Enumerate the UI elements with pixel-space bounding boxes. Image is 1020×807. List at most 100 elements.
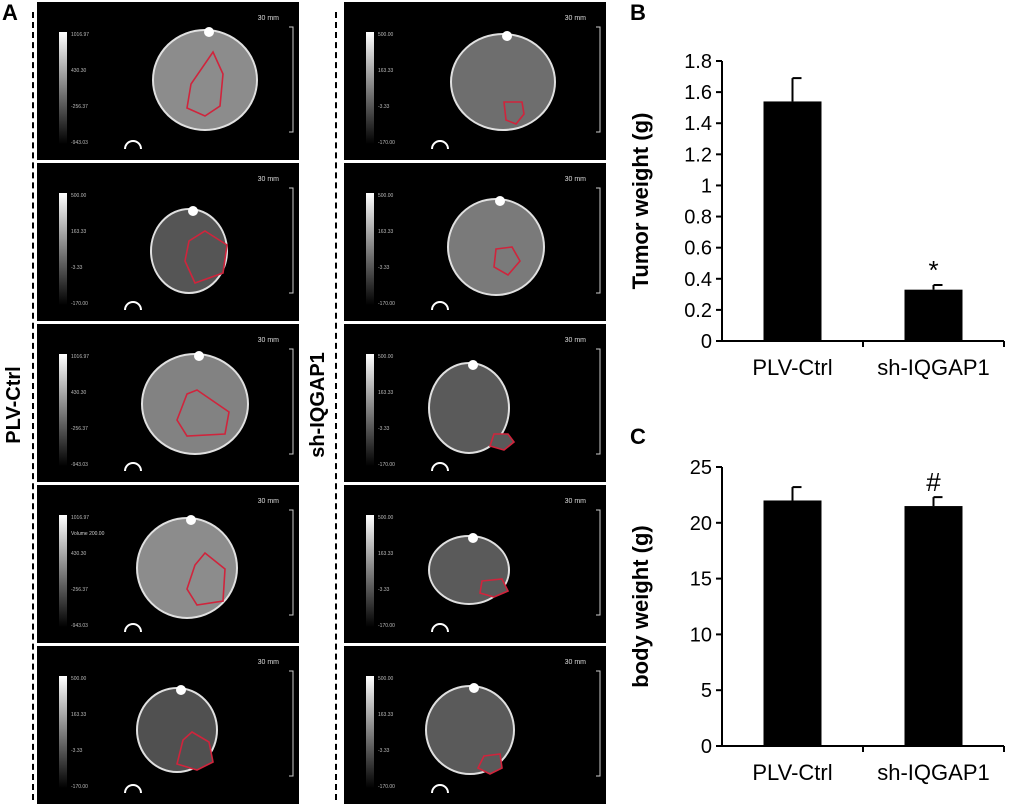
ct-scan-image: 1016.97 430.30 -256.37 -943.03 30 mm <box>37 324 299 482</box>
colorbar <box>59 193 67 305</box>
colorbar-tick-label: -3.33 <box>378 426 390 432</box>
spine <box>468 533 478 543</box>
tumor-outline <box>184 230 228 285</box>
scale-bar-label: 30 mm <box>258 498 280 505</box>
y-tick-label: 10 <box>690 624 712 646</box>
tumor-outline <box>503 101 525 125</box>
colorbar-tick-label: 430.30 <box>71 390 87 396</box>
ct-scan-image: 500.00 163.33 -3.33 -170.00 30 mm <box>344 324 606 482</box>
colorbar-tick-label: 500.00 <box>71 676 87 682</box>
y-tick-label: 15 <box>690 569 712 591</box>
colorbar-tick-label: 163.33 <box>378 712 394 718</box>
tumor-weight-chart: 0 0.2 0.4 0.6 0.8 1 1.2 1.4 1.6 1.8 Tumor weight (… <box>628 51 1005 380</box>
colorbar-tick-label: 1016.97 <box>71 515 89 521</box>
divider-left <box>32 12 34 800</box>
scale-bar <box>596 348 601 455</box>
colorbar-tick-label: -3.33 <box>378 748 390 754</box>
mouse-body-section <box>450 33 556 131</box>
spine <box>468 360 478 370</box>
colorbar-tick-label: 500.00 <box>378 193 394 199</box>
colorbar-tick-label: -3.33 <box>378 104 390 110</box>
panel-c-label: C <box>630 424 646 449</box>
scale-bar <box>596 670 601 777</box>
scanner-bed-marker <box>124 784 142 794</box>
colorbar-tick-label: 430.30 <box>71 551 87 557</box>
scanner-bed-marker <box>124 140 142 150</box>
colorbar-tick-label: -170.00 <box>378 623 395 629</box>
y-tick-label: 1.2 <box>684 144 712 166</box>
colorbar-tick-label: 163.33 <box>378 390 394 396</box>
ct-scan-image: 500.00 163.33 -3.33 -170.00 30 mm <box>344 2 606 160</box>
colorbar-tick-label: 500.00 <box>71 193 87 199</box>
colorbar-tick-label: -170.00 <box>71 784 88 790</box>
colorbar <box>59 515 67 627</box>
colorbar-tick-label: 500.00 <box>378 32 394 38</box>
colorbar-tick-label: -170.00 <box>378 301 395 307</box>
colorbar-tick-label: 500.00 <box>378 515 394 521</box>
scanner-bed-marker <box>124 623 142 633</box>
colorbar-tick-label: 1016.97 <box>71 32 89 38</box>
bar <box>763 500 822 746</box>
ct-scan-graphic: 500.00 163.33 -3.33 -170.00 30 mm <box>59 176 294 311</box>
scale-bar-label: 30 mm <box>565 337 587 344</box>
ct-scan-graphic: 1016.97 430.30 -256.37 -943.03 Volume 200.00… <box>59 498 294 633</box>
category-label: sh-IQGAP1 <box>877 760 989 785</box>
y-axis-title: Tumor weight (g) <box>628 113 653 290</box>
colorbar-tick-label: -3.33 <box>378 587 390 593</box>
colorbar-tick-label: 163.33 <box>378 68 394 74</box>
scale-bar-label: 30 mm <box>258 659 280 666</box>
y-tick-label: 0.4 <box>684 269 712 291</box>
bar <box>763 101 822 341</box>
colorbar-tick-label: -170.00 <box>378 462 395 468</box>
group-label-plv-ctrl: PLV-Ctrl <box>3 366 25 444</box>
scanner-bed-marker <box>431 301 449 311</box>
ct-scan-image: 500.00 163.33 -3.33 -170.00 30 mm <box>344 163 606 321</box>
mouse-body-section <box>447 198 545 296</box>
colorbar-tick-label: -943.03 <box>71 140 88 146</box>
spine <box>188 206 198 216</box>
spine <box>502 31 512 41</box>
category-label: PLV-Ctrl <box>752 760 832 785</box>
scale-bar <box>289 509 294 616</box>
tumor-outline <box>186 50 224 117</box>
colorbar <box>59 354 67 466</box>
ct-scan-graphic: 500.00 163.33 -3.33 -170.00 30 mm <box>366 498 601 633</box>
scale-bar <box>289 187 294 294</box>
scanner-bed-marker <box>431 623 449 633</box>
spine <box>176 685 186 695</box>
tumor-outline <box>186 551 226 606</box>
colorbar-tick-label: 1016.97 <box>71 354 89 360</box>
colorbar-tick-label: -943.03 <box>71 623 88 629</box>
scale-bar-label: 30 mm <box>565 176 587 183</box>
y-tick-label: 0.8 <box>684 207 712 229</box>
scale-bar-label: 30 mm <box>258 176 280 183</box>
volume-label: Volume 200.00 <box>71 531 105 537</box>
scanner-bed-marker <box>431 462 449 472</box>
spine <box>495 196 505 206</box>
panel-a-label: A <box>2 0 18 25</box>
colorbar <box>366 354 374 466</box>
ct-scan-graphic: 1016.97 430.30 -256.37 -943.03 30 mm <box>59 15 294 150</box>
tumor-outline <box>488 433 516 451</box>
colorbar-tick-label: -3.33 <box>71 265 83 271</box>
colorbar <box>59 32 67 144</box>
colorbar-tick-label: -256.37 <box>71 104 88 110</box>
y-tick-label: 25 <box>690 457 712 479</box>
colorbar <box>366 676 374 788</box>
significance-marker: * <box>928 255 938 285</box>
ct-scan-graphic: 500.00 163.33 -3.33 -170.00 30 mm <box>366 15 601 150</box>
category-label: PLV-Ctrl <box>752 355 832 380</box>
colorbar <box>366 32 374 144</box>
scale-bar-label: 30 mm <box>565 498 587 505</box>
colorbar-tick-label: -170.00 <box>378 784 395 790</box>
significance-marker: # <box>926 467 941 497</box>
scale-bar <box>289 670 294 777</box>
scanner-bed-marker <box>124 301 142 311</box>
colorbar-tick-label: -3.33 <box>71 748 83 754</box>
body-weight-chart: 0 5 10 15 20 25 body weight (g) PLV-Ctrl sh-IQGA… <box>628 457 1005 785</box>
spine <box>204 27 214 37</box>
tumor-outline <box>493 246 521 277</box>
y-axis-title: body weight (g) <box>628 525 653 688</box>
scale-bar <box>289 348 294 455</box>
y-tick-label: 0.6 <box>684 238 712 260</box>
